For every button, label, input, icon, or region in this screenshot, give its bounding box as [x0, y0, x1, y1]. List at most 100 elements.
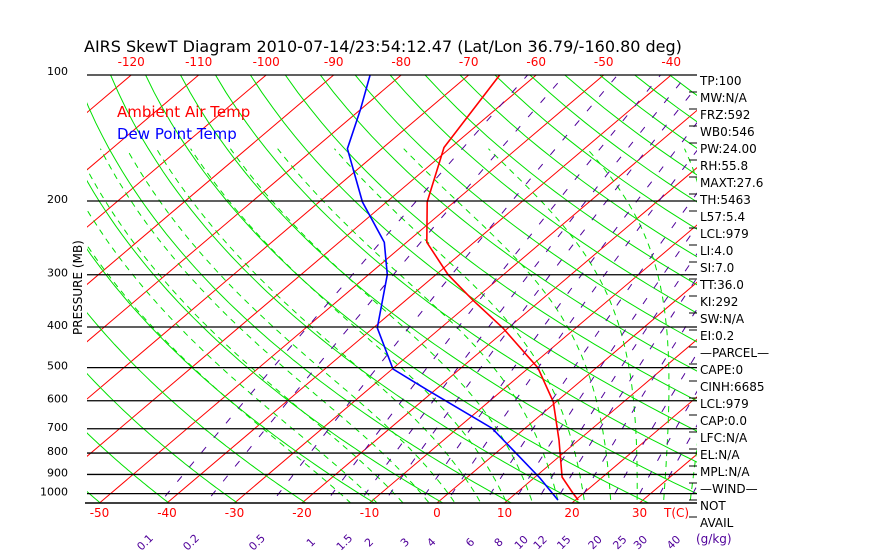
isotherm-line: [87, 75, 267, 228]
stat-item: SW:N/A: [700, 312, 745, 326]
top-temp-tick-label: -80: [391, 55, 411, 69]
bottom-temp-tick-label: 0: [433, 506, 441, 520]
top-temp-tick-label: -50: [594, 55, 614, 69]
dry-adiabat-line: [87, 102, 513, 503]
mixing-ratio-tick-label: 40: [664, 533, 683, 552]
stat-item: TT:36.0: [699, 278, 744, 292]
pressure-tick-label: 500: [47, 360, 68, 373]
stats-panel: TP:100 MW:N/A FRZ:592 WB0:546 PW:24.00 RH:55.…: [689, 74, 769, 530]
mixing-ratio-tick-label: 2: [362, 535, 376, 549]
dry-adiabat-line: [424, 75, 697, 286]
stat-item: TH:5463: [699, 193, 751, 207]
stat-item: NOT: [700, 499, 726, 513]
mixing-ratio-line: [358, 75, 688, 503]
pressure-tick-label: 600: [47, 393, 68, 406]
stat-item: EL:N/A: [700, 448, 740, 462]
mixing-ratio-unit-label: (g/kg): [696, 532, 732, 546]
stat-item: LI:4.0: [700, 244, 733, 258]
isotherm-line: [0, 56, 19, 511]
isotherm-line: [368, 224, 697, 503]
dry-adiabat-line: [494, 75, 697, 230]
pressure-tick-label: 300: [47, 267, 68, 280]
stat-item: EI:0.2: [700, 329, 734, 343]
chart-title: AIRS SkewT Diagram 2010-07-14/23:54:12.4…: [84, 37, 682, 56]
mixing-ratio-tick-label: 20: [586, 533, 605, 552]
dry-adiabat-line: [459, 75, 697, 258]
moist-adiabat-line: [99, 148, 430, 503]
moist-adiabat-line: [277, 148, 560, 503]
y-axis-label: PRESSURE (MB): [71, 240, 85, 335]
mixing-ratio-line: [382, 85, 697, 503]
isotherm-line: [436, 281, 697, 503]
top-temp-tick-label: -90: [324, 55, 344, 69]
stat-item: WB0:546: [700, 125, 755, 139]
dry-adiabat-line: [145, 75, 650, 503]
mixing-ratio-line: [159, 75, 528, 503]
dry-adiabat-line: [529, 75, 697, 203]
stat-item: MW:N/A: [700, 91, 748, 105]
dry-adiabat-line: [668, 75, 697, 96]
mixing-ratio-line: [633, 390, 697, 503]
dry-adiabat-line: [0, 56, 41, 511]
dry-adiabat-line: [389, 75, 697, 314]
moist-adiabat-line: [488, 148, 638, 503]
legend-ambient-air-temp: Ambient Air Temp: [117, 103, 250, 121]
dry-adiabat-line: [354, 75, 697, 343]
dry-adiabat-line: [87, 372, 239, 503]
isotherm-line: [765, 56, 870, 511]
mixing-ratio-tick-label: 12: [531, 533, 550, 552]
profiles: [346, 75, 579, 501]
bottom-temp-tick-label: 30: [632, 506, 647, 520]
dry-adiabat-line: [284, 75, 697, 402]
isotherm-line: [87, 75, 335, 286]
stat-item: CINH:6685: [700, 380, 765, 394]
mixing-ratio-line: [512, 225, 697, 503]
bottom-temp-tick-label: -50: [90, 506, 110, 520]
isotherm-line: [166, 75, 672, 503]
mixing-ratio-tick-label: 10: [512, 533, 531, 552]
mixing-ratio-line: [609, 352, 697, 503]
stat-item: PW:24.00: [700, 142, 757, 156]
stat-item: MPL:N/A: [700, 465, 750, 479]
stat-item: KI:292: [700, 295, 738, 309]
isotherm-line: [301, 167, 697, 503]
mixing-ratio-tick-label: 25: [610, 533, 629, 552]
moist-adiabat-line: [742, 149, 825, 511]
pressure-tick-label: 1000: [40, 486, 68, 499]
mixing-ratio-tick-label: 8: [492, 535, 506, 549]
stat-item: CAPE:0: [700, 363, 743, 377]
dry-adiabat-line: [87, 490, 102, 503]
pressure-tick-label: 700: [47, 421, 68, 434]
stat-item: FRZ:592: [700, 108, 750, 122]
moist-adiabat-line: [87, 208, 378, 503]
dry-adiabat-line: [249, 75, 697, 432]
mixing-ratio-line: [535, 252, 697, 503]
mixing-ratio-tick-label: 0.2: [180, 532, 202, 554]
bottom-temp-tick-label: -40: [157, 506, 177, 520]
isotherm-line: [87, 75, 402, 343]
dry-adiabat-line: [319, 75, 697, 372]
dew-point-temp-line: [346, 75, 559, 501]
moist-adiabat-line: [87, 168, 404, 503]
moist-adiabat-line: [334, 148, 586, 503]
moist-adiabat-line: [126, 148, 456, 503]
mixing-ratio-line: [270, 75, 618, 503]
isotherm-line: [87, 75, 470, 400]
moist-adiabat-line: [586, 148, 670, 503]
stat-item: LFC:N/A: [700, 431, 748, 445]
moist-adiabat-line: [156, 148, 482, 503]
legend-dew-point-temp: Dew Point Temp: [117, 125, 237, 143]
bottom-temp-tick-label: -20: [292, 506, 312, 520]
mixing-ratio-tick-label: 0.5: [246, 532, 268, 554]
top-temp-tick-label: -110: [185, 55, 212, 69]
stat-item: MAXT:27.6: [700, 176, 763, 190]
mixing-ratio-line: [445, 149, 697, 503]
x-axis-label: T(C): [663, 506, 689, 520]
isotherm-line: [87, 75, 200, 171]
mixing-ratio-line: [324, 75, 661, 503]
mixing-ratio-line: [687, 484, 697, 503]
stat-item: LCL:979: [700, 397, 749, 411]
mixing-ratio-line: [484, 192, 697, 503]
mixing-ratio-tick-label: 1: [304, 535, 318, 549]
